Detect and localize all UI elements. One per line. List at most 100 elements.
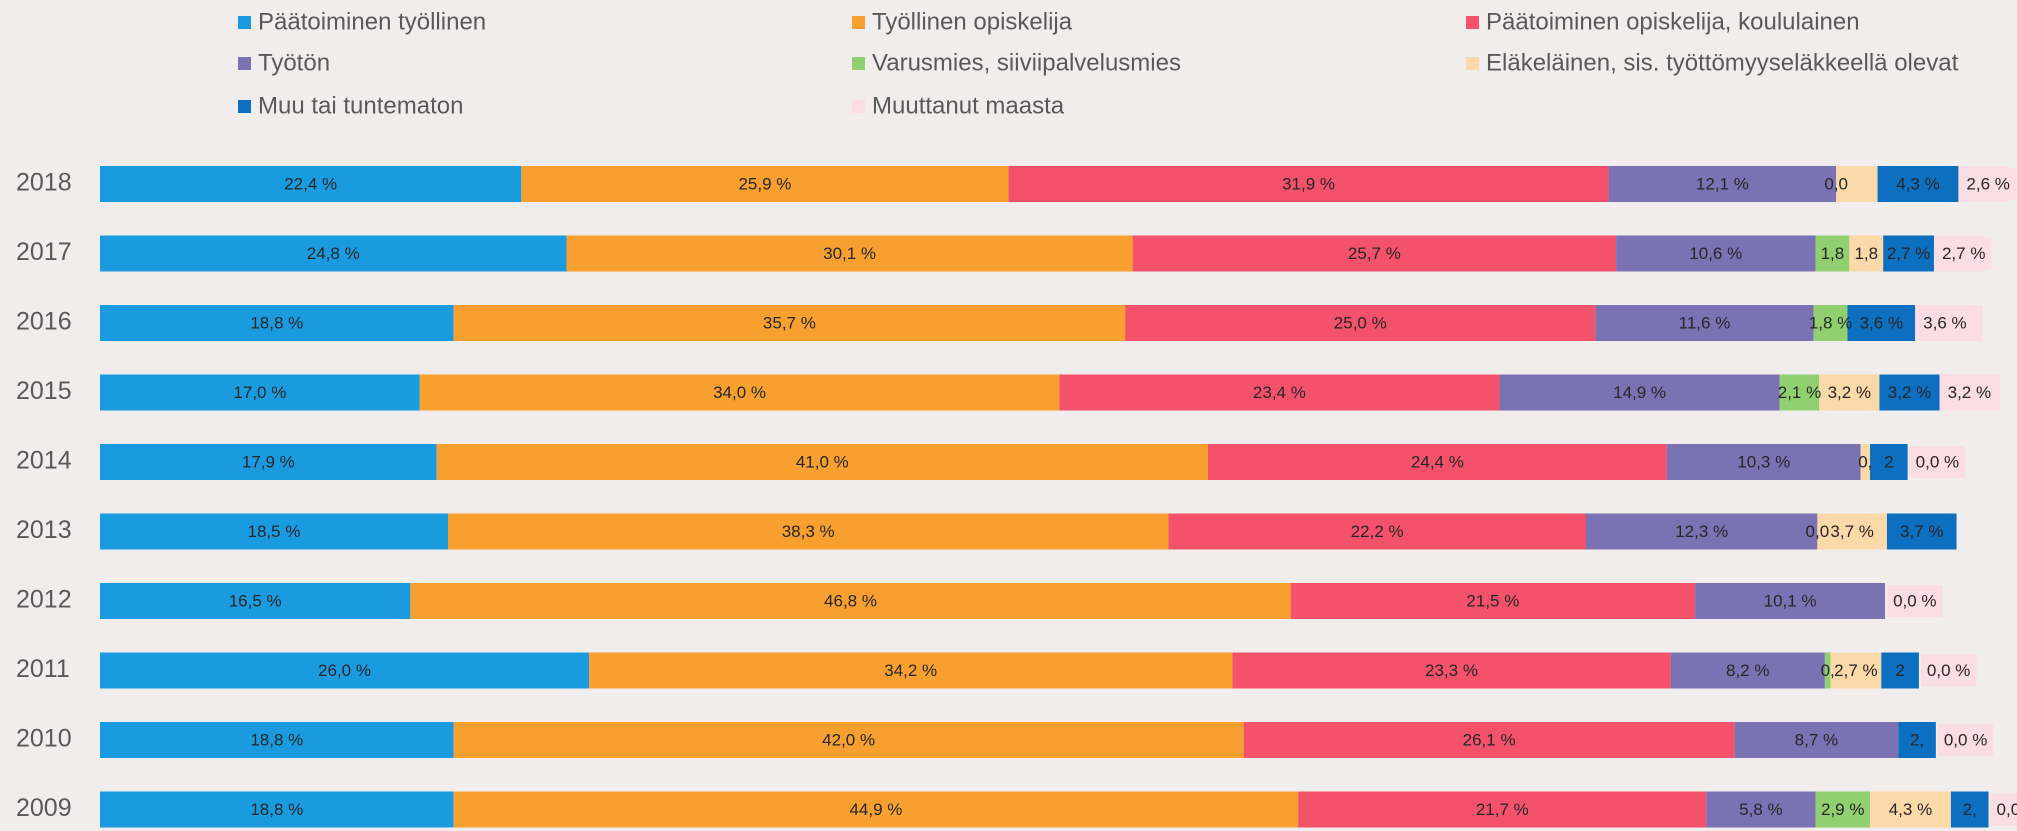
bar-segment [453, 722, 1244, 758]
bar-segment [100, 444, 437, 480]
y-tick-label: 2015 [16, 377, 72, 405]
value-label: 8,2 % [1726, 661, 1769, 680]
value-label: 3,6 % [1923, 313, 1966, 332]
value-label: 18,8 % [250, 313, 303, 332]
legend-label: Varusmies, siiviipalvelusmies [872, 49, 1181, 76]
bar-segment [419, 374, 1060, 411]
value-label: 0,0 [1824, 174, 1848, 193]
bar-segment [1616, 235, 1816, 272]
bar-segment [1815, 235, 1850, 272]
y-tick-label: 2011 [16, 655, 70, 683]
bar-segment [1734, 722, 1899, 758]
label-group: 2,6 % [1960, 168, 2016, 200]
bar-segment [1608, 166, 1837, 202]
value-label: 0, [1858, 452, 1872, 471]
bar-segment [1950, 791, 1989, 828]
bar-segment [1886, 513, 1957, 550]
value-label: 2,7 % [1834, 661, 1877, 680]
y-tick-label: 2012 [16, 586, 72, 614]
value-label: 14,9 % [1613, 383, 1666, 402]
label-box [1990, 793, 2017, 826]
value-label: 10,1 % [1764, 591, 1817, 610]
value-label: 1,8 [1821, 244, 1845, 263]
bar-segment [1815, 791, 1871, 828]
bar-segment [1499, 374, 1780, 411]
bar-segment [1243, 722, 1735, 758]
bar-segment [453, 305, 1126, 341]
label-box [1887, 585, 1943, 617]
bar-segment [1881, 652, 1919, 689]
bar-segment [1879, 374, 1940, 411]
bar-segment [1819, 374, 1880, 411]
bar-segment [100, 583, 411, 619]
value-label: 2,9 % [1821, 800, 1864, 819]
value-label: 31,9 % [1282, 174, 1335, 193]
value-label: 25,9 % [738, 174, 791, 193]
bar-segment [1813, 305, 1848, 341]
value-label: 2, [1963, 800, 1977, 819]
bar-segment [100, 305, 454, 341]
bar-segment [100, 166, 522, 202]
bar-segment [521, 166, 1009, 202]
bar-segment [1666, 444, 1861, 480]
bar-segment [589, 652, 1233, 689]
y-tick-label: 2013 [16, 516, 72, 544]
label-box [1917, 307, 1973, 339]
legend-swatch [852, 16, 865, 29]
value-label: 3,2 % [1948, 383, 1991, 402]
bar-segment [100, 722, 454, 758]
bar-segment [1132, 235, 1617, 272]
value-label: 1,8 % [1809, 313, 1852, 332]
label-group: 2,7 % [1935, 237, 1992, 270]
bar-segment [1817, 513, 1887, 550]
value-label: 2 [1884, 452, 1893, 471]
label-group: 0,0 % [1937, 724, 1994, 756]
y-tick-label: 2010 [16, 725, 72, 753]
legend-label: Muuttanut maasta [872, 92, 1065, 119]
bar-segment [410, 583, 1291, 619]
bar-segment [1824, 652, 1831, 689]
value-label: 2, [1910, 730, 1924, 749]
value-label: 0, [1821, 661, 1835, 680]
bar-segment [1585, 513, 1818, 550]
value-label: 2,1 % [1778, 383, 1821, 402]
bar-segment [1830, 652, 1882, 689]
value-label: 22,2 % [1351, 522, 1404, 541]
value-label: 17,0 % [233, 383, 286, 402]
value-label: 35,7 % [763, 313, 816, 332]
value-label: 2,7 % [1887, 244, 1930, 263]
bar-segment [1232, 652, 1671, 689]
label-group: 0,0 [1990, 793, 2017, 826]
value-label: 30,1 % [823, 244, 876, 263]
label-group: 0,0 % [1909, 446, 1966, 478]
legend-swatch [852, 57, 865, 70]
legend-swatch [1466, 57, 1479, 70]
value-label: 12,3 % [1675, 522, 1728, 541]
value-label: 25,7 % [1348, 244, 1401, 263]
legend-swatch [238, 57, 251, 70]
bar-segment [1870, 791, 1951, 828]
y-tick-label: 2017 [16, 238, 72, 266]
value-label: 42,0 % [822, 730, 875, 749]
value-label: 25,0 % [1334, 313, 1387, 332]
bar-segment [453, 791, 1299, 828]
value-label: 16,5 % [229, 591, 282, 610]
value-label: 3,6 % [1860, 313, 1903, 332]
bar-segment [1290, 583, 1696, 619]
value-label: 17,9 % [242, 452, 295, 471]
value-label: 4,3 % [1889, 800, 1932, 819]
value-label: 4,3 % [1896, 174, 1939, 193]
value-label: 3,7 % [1900, 522, 1943, 541]
bar-segment [1706, 791, 1816, 828]
value-label: 34,0 % [713, 383, 766, 402]
value-label: 18,8 % [250, 730, 303, 749]
value-label: 11,6 % [1679, 313, 1731, 332]
legend-label: Päätoiminen työllinen [258, 8, 486, 35]
value-label: 0,0 % [1927, 661, 1970, 680]
bar-segment [1595, 305, 1814, 341]
legend-swatch [238, 16, 251, 29]
value-label: 3,2 % [1828, 383, 1871, 402]
label-group: 0,0 % [1920, 654, 1977, 687]
bar-segment [447, 513, 1169, 550]
legend-label: Eläkeläinen, sis. työttömyyseläkkeellä o… [1486, 49, 1959, 76]
